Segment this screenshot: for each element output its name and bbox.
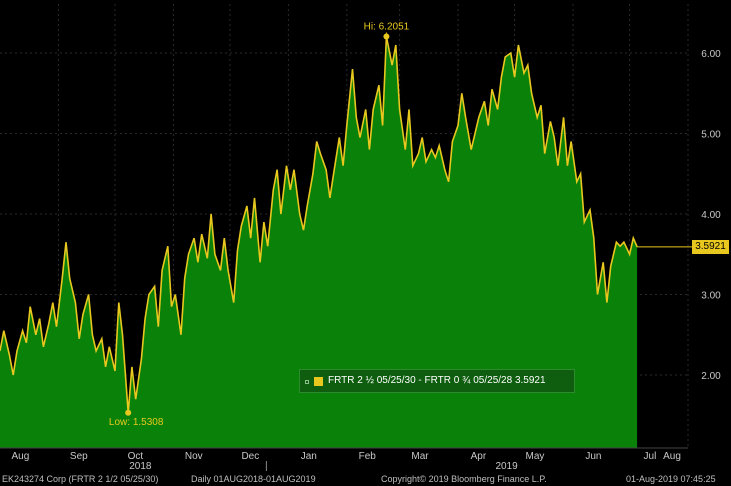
x-tick-label: Oct bbox=[128, 451, 144, 462]
low-marker bbox=[125, 409, 132, 416]
y-tick-label: 6.00 bbox=[701, 49, 721, 60]
y-tick-label: 2.00 bbox=[701, 371, 721, 382]
x-axis: Aug Sep Oct Nov Dec Jan Feb Mar Apr May Jun Jul Aug 2… bbox=[0, 447, 688, 472]
low-label: Low: 1.5308 bbox=[109, 417, 164, 428]
high-label: Hi: 6.2051 bbox=[364, 21, 410, 32]
footer-security: EK243274 Corp (FRTR 2 1/2 05/25/30) bbox=[2, 474, 159, 484]
footer-bar: EK243274 Corp (FRTR 2 1/2 05/25/30) Dail… bbox=[0, 472, 731, 486]
legend-swatch bbox=[314, 377, 323, 386]
x-tick-label: May bbox=[526, 451, 545, 462]
series-area bbox=[0, 36, 638, 448]
legend: FRTR 2 ½ 05/25/30 - FRTR 0 ¾ 05/25/28 3.… bbox=[299, 369, 575, 393]
y-tick-label: 4.00 bbox=[701, 210, 721, 221]
footer-copyright: Copyright© 2019 Bloomberg Finance L.P. bbox=[381, 474, 547, 484]
x-tick-label: Apr bbox=[471, 451, 487, 462]
series-line bbox=[0, 36, 638, 413]
footer-timestamp: 01-Aug-2019 07:45:25 bbox=[626, 474, 716, 484]
x-tick-label: Aug bbox=[11, 451, 29, 462]
legend-label: FRTR 2 ½ 05/25/30 - FRTR 0 ¾ 05/25/28 3.… bbox=[328, 375, 546, 386]
annotations: Hi: 6.2051 Low: 1.5308 bbox=[109, 21, 692, 428]
x-tick-label: Sep bbox=[70, 451, 88, 462]
y-tick-label: 3.00 bbox=[701, 291, 721, 302]
x-tick-label: Nov bbox=[185, 451, 203, 462]
legend-handle-icon bbox=[305, 380, 309, 384]
x-tick-label: Dec bbox=[241, 451, 259, 462]
x-tick-label: Jun bbox=[585, 451, 601, 462]
last-value-badge: 3.5921 bbox=[692, 239, 729, 254]
y-axis: 2.00 3.00 4.00 5.00 6.00 bbox=[701, 49, 721, 382]
x-tick-label: Mar bbox=[411, 451, 429, 462]
x-year-label: 2018 bbox=[129, 461, 152, 472]
x-tick-label: Jan bbox=[301, 451, 317, 462]
x-tick-label: Aug bbox=[663, 451, 681, 462]
footer-range: Daily 01AUG2018-01AUG2019 bbox=[191, 474, 316, 484]
x-tick-label: Feb bbox=[359, 451, 377, 462]
x-year-label: 2019 bbox=[495, 461, 518, 472]
high-marker bbox=[383, 33, 390, 40]
y-tick-label: 5.00 bbox=[701, 130, 721, 141]
x-tick-label: Jul bbox=[644, 451, 657, 462]
